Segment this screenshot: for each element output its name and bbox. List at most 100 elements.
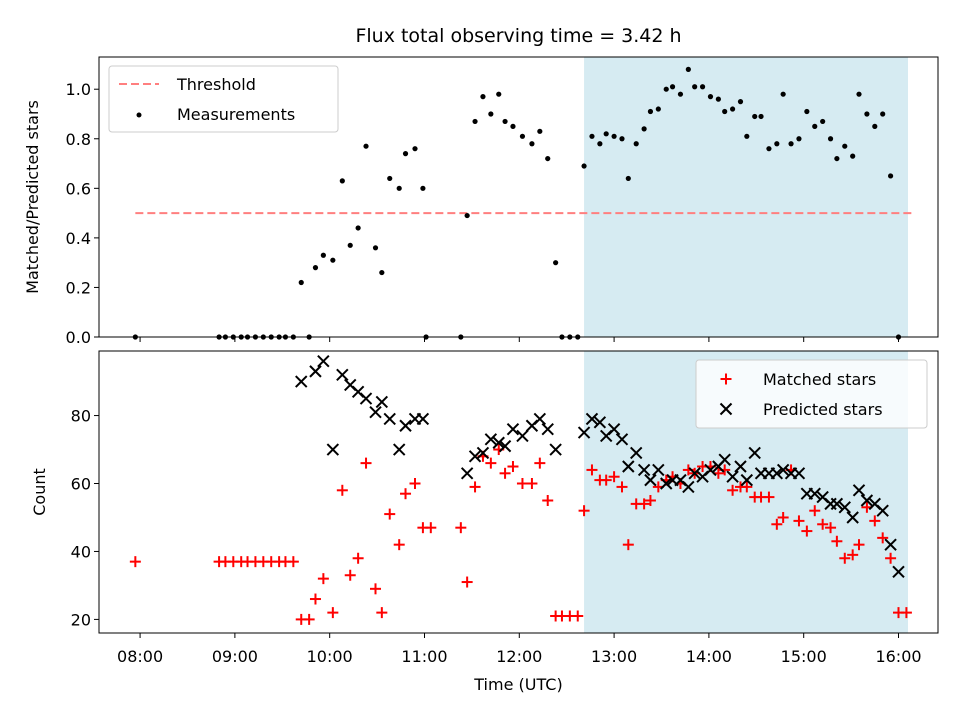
predicted-star-point xyxy=(326,443,340,456)
cross-b xyxy=(375,395,389,409)
measurement-point xyxy=(729,106,736,112)
matched-star-point xyxy=(801,525,813,537)
measurement-point xyxy=(774,141,780,147)
matched-star-point xyxy=(400,488,412,500)
cross-b xyxy=(541,422,554,436)
measurement-point xyxy=(396,185,402,191)
cross-b xyxy=(776,463,790,477)
predicted-star-point xyxy=(416,412,430,426)
count-x-tick-label: 15:00 xyxy=(781,647,827,666)
legend-plus-marker xyxy=(720,373,732,385)
matched-star-point xyxy=(793,515,805,527)
measurement-point xyxy=(537,128,543,134)
cross-b xyxy=(593,416,607,429)
cross-b xyxy=(336,368,349,381)
ratio-y-tick-label: 1.0 xyxy=(66,80,91,99)
measurement-point xyxy=(363,143,369,149)
measurement-point xyxy=(758,113,764,120)
x-axis-label: Time (UTC) xyxy=(473,675,562,694)
predicted-star-point xyxy=(359,392,373,405)
predicted-star-point xyxy=(884,538,897,551)
cross-b xyxy=(344,378,357,392)
ratio-y-tick-label: 0.0 xyxy=(66,328,91,347)
matched-star-point xyxy=(409,478,421,490)
cross-b xyxy=(460,467,474,480)
cross-b xyxy=(416,412,430,426)
cross-b xyxy=(309,365,322,378)
cross-b xyxy=(726,470,739,483)
cross-b xyxy=(506,422,520,436)
predicted-star-point xyxy=(468,450,482,463)
measurements-series xyxy=(132,66,902,340)
measurement-point xyxy=(412,146,418,152)
measurement-point xyxy=(339,178,345,184)
legend-threshold-label: Threshold xyxy=(176,75,256,94)
matched-star-point xyxy=(352,552,364,564)
cross-b xyxy=(740,473,754,487)
measurement-point xyxy=(312,265,319,271)
predicted-star-point xyxy=(688,467,701,480)
matched-star-point xyxy=(572,610,584,622)
cross-b xyxy=(549,443,562,456)
measurement-point xyxy=(850,153,856,159)
matched-star-point xyxy=(616,481,628,493)
matched-star-point xyxy=(516,478,528,490)
matched-star-point xyxy=(825,522,837,534)
cross-b xyxy=(808,487,821,500)
cross-b xyxy=(468,450,482,463)
measurement-point xyxy=(707,94,714,100)
predicted-star-point xyxy=(607,422,621,436)
measurement-point xyxy=(685,66,691,72)
cross-b xyxy=(660,477,673,490)
predicted-star-point xyxy=(593,416,607,429)
count-x-tick-label: 16:00 xyxy=(875,647,921,666)
cross-b xyxy=(682,480,695,494)
measurement-point xyxy=(553,260,559,266)
cross-b xyxy=(615,433,629,446)
cross-b xyxy=(476,446,490,460)
predicted-star-point xyxy=(852,484,866,497)
predicted-star-point xyxy=(830,497,844,511)
measurement-point xyxy=(669,84,676,90)
cross-b xyxy=(792,467,806,480)
matched-star-point xyxy=(578,505,590,517)
matched-star-point xyxy=(877,532,889,544)
cross-b xyxy=(516,429,529,443)
matched-star-point xyxy=(869,515,881,527)
predicted-star-point xyxy=(792,467,806,480)
cross-b xyxy=(295,375,308,388)
matched-star-point xyxy=(763,491,775,503)
measurement-point xyxy=(722,108,728,115)
measurement-point xyxy=(780,91,786,97)
cross-b xyxy=(369,405,382,419)
predicted-star-point xyxy=(748,446,761,460)
matched-star-point xyxy=(425,522,437,534)
predicted-star-point xyxy=(682,480,695,494)
measurement-point xyxy=(834,155,840,162)
count-y-tick-label: 80 xyxy=(71,407,91,426)
predicted-star-point xyxy=(541,422,554,436)
predicted-star-point xyxy=(637,463,651,477)
measurement-point xyxy=(647,108,654,115)
measurement-point xyxy=(619,136,625,142)
count-x-tick-label: 09:00 xyxy=(212,647,258,666)
cross-b xyxy=(383,412,396,426)
predicted-star-point xyxy=(808,487,821,500)
measurement-point xyxy=(677,91,684,97)
measurement-point xyxy=(796,136,802,142)
count-x-tick-label: 12:00 xyxy=(496,647,542,666)
measurement-point xyxy=(744,133,750,139)
predicted-star-point xyxy=(660,477,673,490)
predicted-star-point xyxy=(892,565,905,579)
predicted-star-point xyxy=(484,433,498,446)
measurement-point xyxy=(355,225,361,231)
count-y-ticks: 20 40 60 80 xyxy=(71,407,99,629)
measurement-point xyxy=(502,118,508,125)
cross-b xyxy=(884,538,897,551)
measurement-point xyxy=(379,269,385,276)
predicted-star-point xyxy=(838,501,851,514)
ratio-legend-box xyxy=(108,65,339,133)
predicted-star-point xyxy=(776,463,790,477)
cross-b xyxy=(359,392,373,405)
cross-b xyxy=(622,460,635,473)
